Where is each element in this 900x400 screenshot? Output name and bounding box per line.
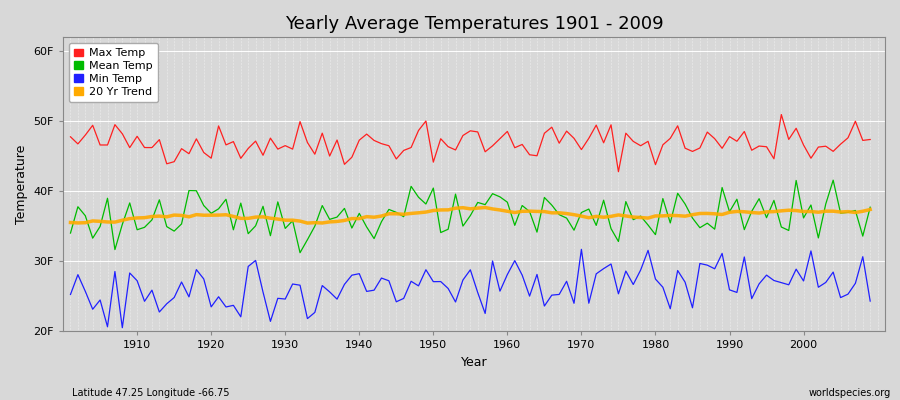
X-axis label: Year: Year <box>461 356 488 369</box>
Title: Yearly Average Temperatures 1901 - 2009: Yearly Average Temperatures 1901 - 2009 <box>284 15 663 33</box>
Text: Latitude 47.25 Longitude -66.75: Latitude 47.25 Longitude -66.75 <box>72 388 230 398</box>
Y-axis label: Temperature: Temperature <box>15 145 28 224</box>
Text: worldspecies.org: worldspecies.org <box>809 388 891 398</box>
Legend: Max Temp, Mean Temp, Min Temp, 20 Yr Trend: Max Temp, Mean Temp, Min Temp, 20 Yr Tre… <box>68 43 158 102</box>
